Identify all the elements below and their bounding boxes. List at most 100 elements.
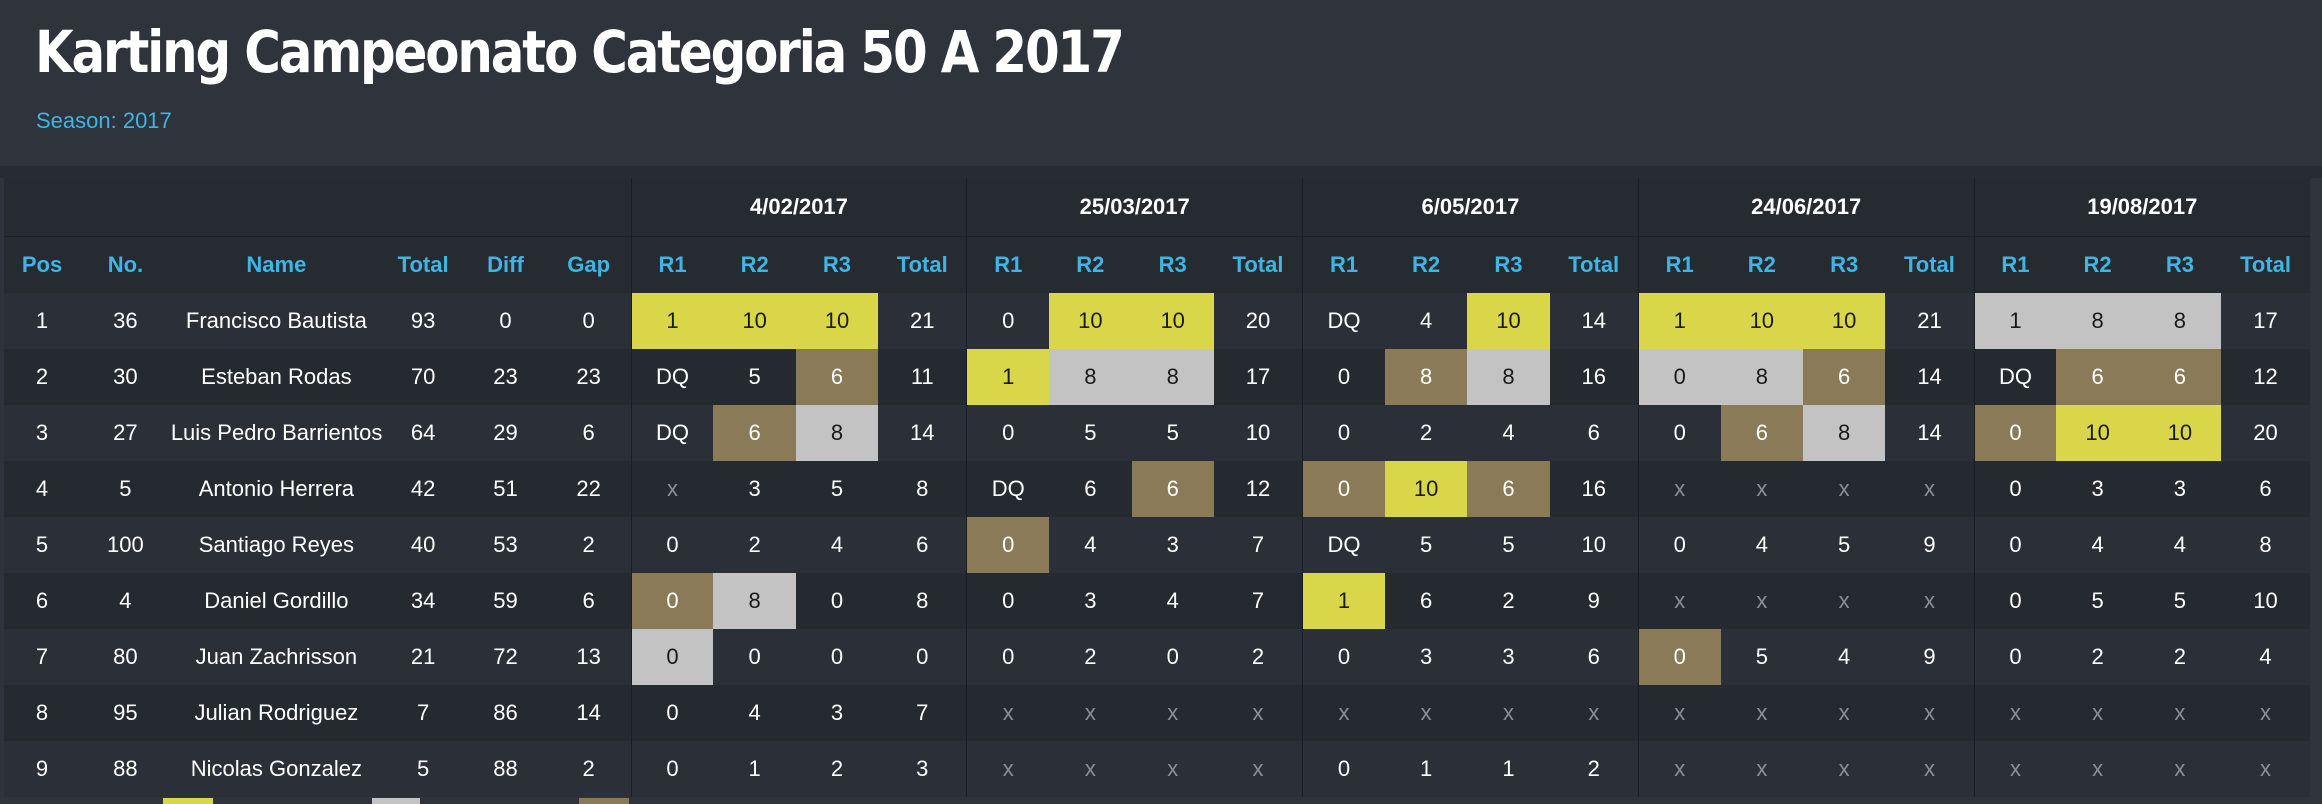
diff-cell: 72 [464, 629, 547, 685]
total-points: 5 [381, 741, 465, 797]
number-cell: 30 [80, 349, 171, 405]
event-total-cell: x [1885, 741, 1975, 797]
gap-cell: 6 [546, 573, 632, 629]
table-row[interactable]: 4 5 Antonio Herrera 42 51 22 x 3 5 8 DQ 6 6 12 0 10 6 16 x… [4, 461, 2310, 517]
race-result-cell: 6 [1049, 461, 1132, 517]
col-event-4-r3[interactable]: R3 [1802, 236, 1886, 293]
diff-cell: 0 [464, 293, 547, 349]
race-result-cell: 3 [795, 685, 879, 741]
table-row[interactable]: 7 80 Juan Zachrisson 21 72 13 0 0 0 0 0 2 0 2 0 3 3 6 0 5 4 9… [4, 629, 2310, 685]
race-result-cell: 0 [630, 741, 714, 797]
standings-table: 4/02/2017 25/03/2017 6/05/2017 24/06/2017 19… [4, 178, 2310, 797]
col-event-4-event_total[interactable]: Total [1885, 236, 1975, 293]
gap-cell: 2 [546, 517, 632, 573]
race-result-cell: DQ [630, 405, 714, 461]
col-event-3-r2[interactable]: R2 [1384, 236, 1468, 293]
table-row[interactable]: 6 4 Daniel Gordillo 34 59 6 0 8 0 8 0 3 4 7 1 6 2 9 x x x x 0 5… [4, 573, 2310, 629]
race-result-cell: 10 [1384, 461, 1468, 517]
col-diff[interactable]: Diff [464, 236, 547, 293]
race-result-cell: 5 [2138, 573, 2222, 629]
driver-name: Juan Zachrisson [170, 629, 382, 685]
col-event-1-r2[interactable]: R2 [713, 236, 796, 293]
col-event-5-r1[interactable]: R1 [1973, 236, 2057, 293]
race-result-cell: 0 [966, 629, 1050, 685]
col-event-1-event_total[interactable]: Total [878, 236, 967, 293]
race-result-cell: x [966, 685, 1050, 741]
race-result-cell: 3 [1467, 629, 1550, 685]
table-row[interactable]: 3 27 Luis Pedro Barrientos 64 29 6 DQ 6 8 14 0 5 5 10… [4, 405, 2310, 461]
col-event-2-r2[interactable]: R2 [1049, 236, 1132, 293]
race-result-cell: x [1131, 685, 1214, 741]
race-result-cell: x [1467, 685, 1550, 741]
event-total-cell: 10 [1549, 517, 1639, 573]
col-event-5-event_total[interactable]: Total [2221, 236, 2310, 293]
col-name[interactable]: Name [170, 236, 382, 293]
col-gap[interactable]: Gap [546, 236, 632, 293]
legend-bronze-swatch [579, 798, 629, 804]
col-event-1-r1[interactable]: R1 [630, 236, 714, 293]
race-result-cell: 4 [1384, 293, 1468, 349]
col-event-3-event_total[interactable]: Total [1549, 236, 1639, 293]
event-total-cell: 6 [2221, 461, 2310, 517]
table-row[interactable]: 8 95 Julian Rodriguez 7 86 14 0 4 3 7 x x x x x x x x x x x x… [4, 685, 2310, 741]
race-result-cell: 2 [795, 741, 879, 797]
col-total[interactable]: Total [381, 236, 465, 293]
race-result-cell: 3 [713, 461, 796, 517]
race-result-cell: 4 [2056, 517, 2139, 573]
race-result-cell: 1 [630, 293, 714, 349]
table-row[interactable]: 1 36 Francisco Bautista 93 0 0 1 10 10 21 0 10 10 20 D… [4, 293, 2310, 349]
driver-name: Nicolas Gonzalez [170, 741, 382, 797]
col-event-2-event_total[interactable]: Total [1213, 236, 1303, 293]
race-result-cell: 2 [2138, 629, 2222, 685]
table-row[interactable]: 5 100 Santiago Reyes 40 53 2 0 2 4 6 0 4 3 7 DQ 5 5 10 0 4 5… [4, 517, 2310, 573]
total-points: 70 [381, 349, 465, 405]
race-result-cell: 8 [1384, 349, 1468, 405]
col-no[interactable]: No. [80, 236, 171, 293]
total-points: 7 [381, 685, 465, 741]
col-event-4-r1[interactable]: R1 [1637, 236, 1721, 293]
col-event-4-r2[interactable]: R2 [1720, 236, 1803, 293]
race-result-cell: 0 [1637, 349, 1721, 405]
col-pos[interactable]: Pos [4, 236, 81, 293]
gap-cell: 22 [546, 461, 632, 517]
season-label: Season: 2017 [36, 108, 172, 133]
blank-header [4, 178, 632, 237]
pos-cell: 1 [4, 293, 81, 349]
page-header: Karting Campeonato Categoria 50 A 2017 S… [0, 0, 2322, 166]
race-result-cell: 10 [1131, 293, 1214, 349]
race-result-cell: 0 [966, 405, 1050, 461]
race-result-cell: 8 [1467, 349, 1550, 405]
race-result-cell: 8 [713, 573, 796, 629]
col-event-1-r3[interactable]: R3 [795, 236, 879, 293]
table-row[interactable]: 2 30 Esteban Rodas 70 23 23 DQ 5 6 11 1 8 8 17 0 8 8 16 0 8… [4, 349, 2310, 405]
race-result-cell: x [1302, 685, 1385, 741]
col-event-2-r3[interactable]: R3 [1131, 236, 1214, 293]
race-result-cell: 10 [1467, 293, 1550, 349]
col-event-2-r1[interactable]: R1 [966, 236, 1050, 293]
race-result-cell: 5 [1467, 517, 1550, 573]
number-cell: 4 [80, 573, 171, 629]
number-cell: 88 [80, 741, 171, 797]
pos-cell: 2 [4, 349, 81, 405]
race-result-cell: 1 [713, 741, 796, 797]
race-result-cell: 0 [1302, 741, 1385, 797]
event-total-cell: 10 [2221, 573, 2310, 629]
race-result-cell: 0 [630, 573, 714, 629]
race-result-cell: 5 [795, 461, 879, 517]
driver-name: Julian Rodriguez [170, 685, 382, 741]
event-total-cell: 9 [1549, 573, 1639, 629]
col-event-3-r1[interactable]: R1 [1302, 236, 1385, 293]
race-result-cell: x [1802, 685, 1886, 741]
race-result-cell: 5 [2056, 573, 2139, 629]
race-result-cell: DQ [1302, 517, 1385, 573]
col-event-3-r3[interactable]: R3 [1467, 236, 1550, 293]
number-cell: 100 [80, 517, 171, 573]
col-event-5-r3[interactable]: R3 [2138, 236, 2222, 293]
table-row[interactable]: 9 88 Nicolas Gonzalez 5 88 2 0 1 2 3 x x x x 0 1 1 2 x x x x x… [4, 741, 2310, 797]
event-total-cell: 10 [1213, 405, 1303, 461]
diff-cell: 51 [464, 461, 547, 517]
event-total-cell: x [1885, 461, 1975, 517]
race-result-cell: 10 [2138, 405, 2222, 461]
event-total-cell: 0 [878, 629, 967, 685]
col-event-5-r2[interactable]: R2 [2056, 236, 2139, 293]
